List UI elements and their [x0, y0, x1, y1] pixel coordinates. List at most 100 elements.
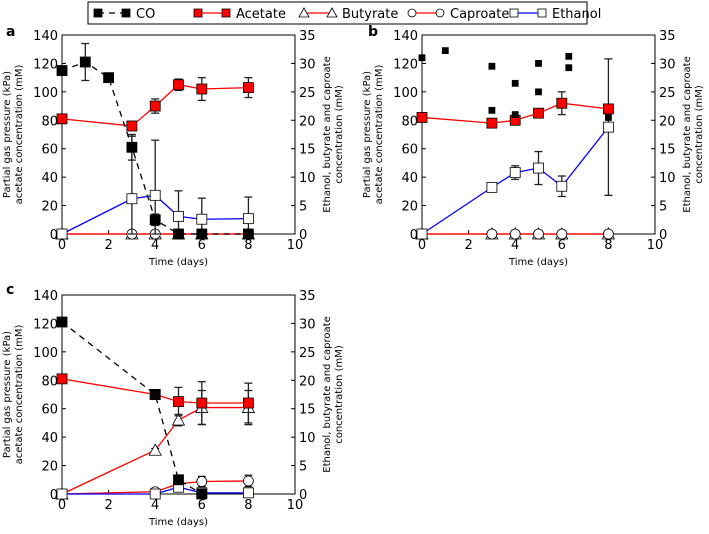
x-tick-label: 10 [287, 498, 304, 513]
y2-axis-label-line2: concentration (mM) [694, 85, 705, 184]
data-point [605, 114, 612, 121]
data-point [533, 228, 544, 240]
data-point [56, 113, 68, 125]
series-co [56, 42, 254, 240]
legend-entry-caproate: Caproate [407, 7, 509, 22]
data-point [556, 228, 568, 240]
y-tick-label: 100 [33, 346, 58, 361]
data-point [511, 79, 519, 87]
y2-tick-label: 30 [299, 317, 316, 332]
y-tick-label: 140 [33, 289, 58, 304]
y2-tick-label: 30 [299, 57, 316, 72]
x-axis-label: Time (days) [148, 517, 208, 528]
data-point [565, 64, 573, 72]
y2-tick-label: 15 [299, 403, 316, 418]
y2-tick-label: 25 [299, 346, 316, 361]
data-point [56, 65, 68, 76]
series-co [418, 47, 612, 121]
data-point [196, 397, 208, 409]
data-point [56, 488, 68, 500]
legend-marker-start [298, 7, 310, 18]
plot-frame [61, 294, 296, 495]
legend-entry-butyrate: Butyrate [298, 7, 398, 22]
data-point [242, 82, 254, 93]
x-tick-label: 2 [104, 238, 112, 253]
data-point [533, 107, 544, 119]
x-tick-label: 4 [151, 498, 159, 513]
y2-axis-label-line2: concentration (mM) [334, 85, 345, 184]
x-tick-label: 0 [58, 498, 66, 513]
data-point [126, 141, 138, 153]
y2-tick-label: 20 [299, 374, 316, 389]
series-line [61, 84, 249, 127]
legend-label: Caproate [450, 7, 509, 22]
data-point [173, 474, 184, 486]
y-tick-label: 140 [33, 29, 58, 44]
y2-tick-label: 5 [299, 460, 307, 475]
data-point [486, 228, 498, 240]
data-point [196, 83, 208, 95]
x-tick-label: 2 [104, 498, 112, 513]
data-point [418, 54, 426, 62]
x-tick-label: 8 [244, 238, 252, 253]
x-tick-label: 6 [558, 238, 566, 253]
data-point [196, 488, 208, 500]
data-point [173, 210, 184, 222]
data-point [603, 103, 614, 115]
y-axis-label-line2: acetate concentration (mM) [14, 65, 25, 205]
y2-tick-label: 0 [659, 228, 667, 243]
legend-label: Butyrate [342, 7, 398, 22]
data-point [556, 97, 568, 109]
y-tick-label: 120 [393, 57, 418, 72]
y2-tick-label: 0 [299, 228, 307, 243]
data-point [535, 60, 542, 67]
x-tick-label: 6 [198, 498, 206, 513]
data-point [171, 413, 186, 426]
data-point [56, 373, 68, 385]
y2-tick-label: 20 [659, 114, 676, 129]
legend-entry-ethanol: Ethanol [509, 7, 601, 22]
data-point [603, 228, 614, 240]
x-tick-label: 6 [198, 238, 206, 253]
y2-axis-label-line1: Ethanol, butyrate and caproate [322, 316, 333, 473]
legend-label: Ethanol [552, 7, 601, 22]
y-tick-label: 120 [33, 317, 58, 332]
data-point [556, 180, 568, 192]
data-point [509, 167, 521, 178]
x-tick-label: 10 [287, 238, 304, 253]
panel-letter: a [6, 24, 15, 40]
y-tick-label: 80 [41, 114, 58, 129]
series-line [61, 321, 203, 495]
legend-label: Acetate [236, 7, 286, 22]
y-tick-label: 80 [41, 374, 58, 389]
y-axis-label-line2: acetate concentration (mM) [374, 65, 385, 205]
data-point [196, 213, 208, 225]
x-tick-label: 2 [464, 238, 472, 253]
y-tick-label: 0 [50, 488, 58, 503]
legend-label: CO [136, 7, 155, 22]
y-tick-label: 20 [41, 460, 58, 475]
legend-marker-start [93, 8, 103, 18]
data-point [511, 111, 519, 118]
data-point [416, 228, 428, 240]
y2-tick-label: 30 [659, 57, 676, 72]
y2-axis-label-line2: concentration (mM) [334, 345, 345, 444]
data-point [149, 389, 161, 400]
data-point [79, 56, 91, 68]
series-ethanol [56, 481, 254, 500]
series-co [56, 316, 208, 500]
legend-entry-acetate: Acetate [193, 7, 286, 22]
y-tick-label: 0 [410, 228, 418, 243]
y2-tick-label: 15 [299, 143, 316, 158]
y-tick-label: 100 [33, 86, 58, 101]
legend: CO Acetate Butyrate Caproate Ethanol [87, 1, 601, 25]
x-tick-label: 0 [418, 238, 426, 253]
legend-marker-end [221, 8, 231, 18]
y-tick-label: 100 [393, 86, 418, 101]
y-axis-label-line2: acetate concentration (mM) [14, 325, 25, 465]
x-tick-label: 8 [604, 238, 612, 253]
data-point [126, 120, 138, 132]
series-caproate [416, 228, 614, 240]
y-tick-label: 20 [401, 200, 418, 215]
data-point [149, 214, 161, 226]
